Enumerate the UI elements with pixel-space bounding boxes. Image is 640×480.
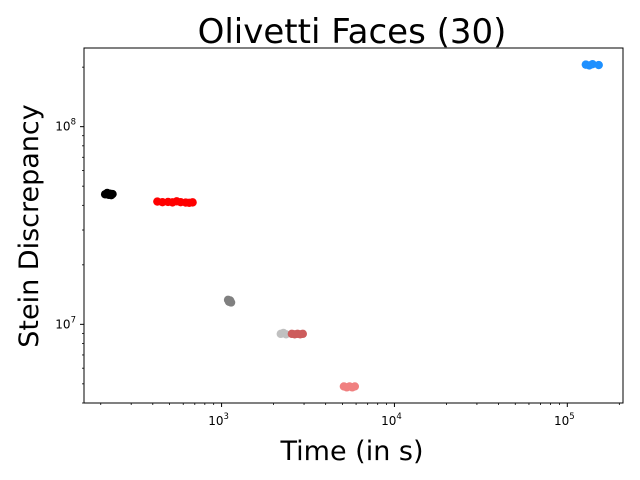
y-tick-label: 107 — [55, 315, 76, 331]
data-point — [588, 59, 597, 69]
data-point — [226, 298, 236, 307]
x-tick-label: 105 — [554, 412, 575, 428]
data-points — [100, 59, 603, 392]
x-tick-label: 104 — [381, 412, 402, 428]
data-point — [594, 60, 603, 70]
series-3 — [223, 295, 236, 307]
data-point — [188, 198, 197, 207]
series-1 — [100, 188, 117, 200]
x-tick-label: 103 — [208, 412, 229, 428]
series-6 — [339, 382, 360, 392]
y-axis-label: Stein Discrepancy — [14, 104, 45, 347]
series-7 — [581, 59, 603, 70]
y-tick-label: 108 — [55, 118, 76, 134]
axis-ticks: 103 104 105 107 108 — [55, 66, 620, 428]
data-point — [108, 189, 117, 199]
plot-area-frame — [83, 47, 624, 404]
data-point — [298, 329, 307, 339]
chart-title: Olivetti Faces (30) — [198, 12, 507, 52]
x-axis-label: Time (in s) — [280, 436, 424, 467]
series-2 — [153, 197, 197, 207]
data-point — [350, 382, 360, 391]
series-5 — [287, 329, 307, 339]
